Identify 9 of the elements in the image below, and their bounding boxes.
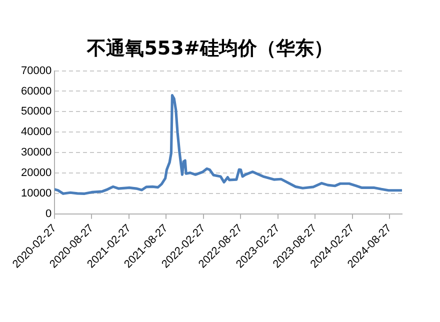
y-tick-label: 0: [45, 208, 52, 220]
y-tick-label: 50000: [20, 106, 52, 118]
y-tick-label: 60000: [20, 85, 52, 98]
y-tick-label: 20000: [20, 167, 52, 180]
chart-title: 不通氧553#硅均价（华东）: [86, 37, 333, 60]
y-tick-label: 40000: [20, 126, 52, 138]
y-tick-label: 30000: [20, 146, 52, 159]
y-tick-label: 70000: [20, 64, 52, 77]
y-tick-label: 10000: [20, 187, 52, 200]
